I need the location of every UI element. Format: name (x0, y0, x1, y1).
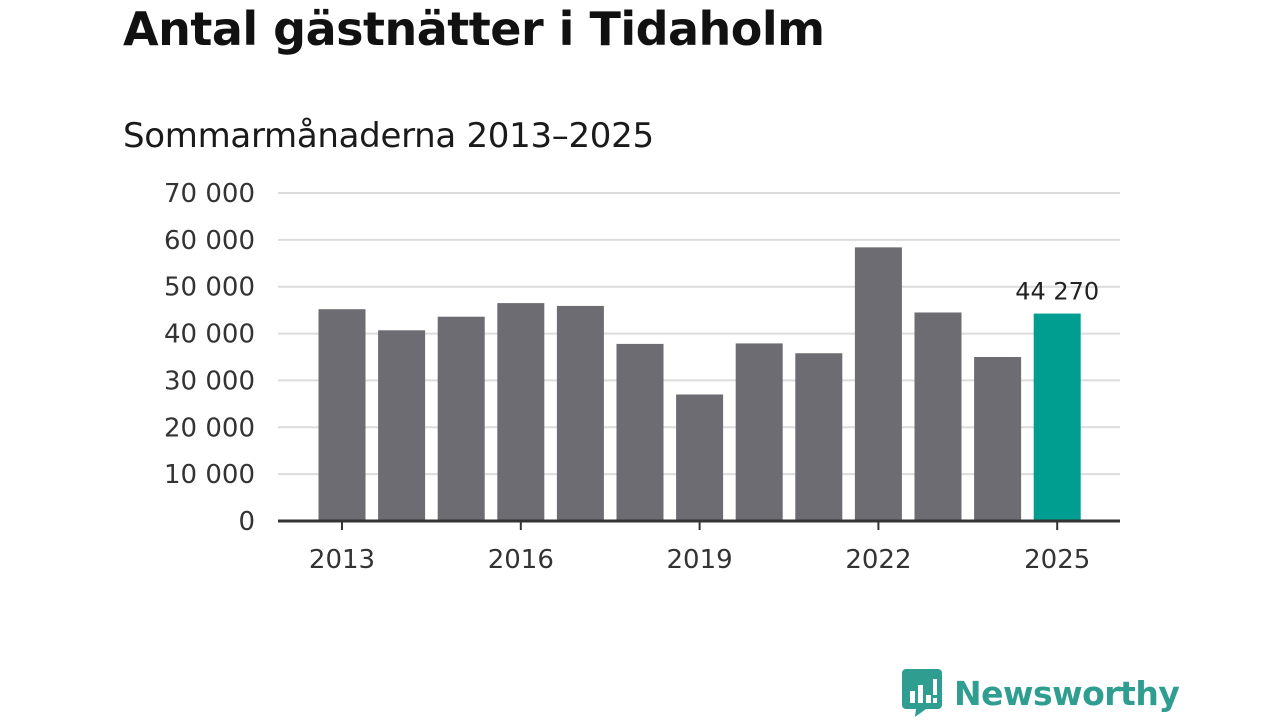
data-label-highlight: 44 270 (1015, 278, 1099, 306)
chart-subtitle: Sommarmånaderna 2013–2025 (123, 116, 654, 156)
bar-2019 (676, 394, 724, 521)
y-tick-label: 50 000 (164, 273, 255, 303)
chart-title: Antal gästnätter i Tidaholm (123, 2, 825, 56)
bar-2018 (616, 343, 664, 521)
y-tick-label: 60 000 (164, 226, 255, 256)
y-tick-label: 20 000 (164, 413, 255, 443)
newsworthy-logo-icon (902, 669, 942, 717)
annotations: 44 270 (1015, 278, 1099, 306)
brand-logo: Newsworthy (902, 669, 1180, 717)
brand-name: Newsworthy (954, 673, 1180, 713)
bar-2017 (556, 305, 604, 521)
bar-2016 (497, 303, 545, 521)
bar-2022 (854, 247, 902, 521)
bar-2020 (735, 343, 783, 521)
bar-2025 (1033, 313, 1081, 521)
x-tick-label: 2013 (309, 545, 375, 575)
x-tick-label: 2022 (845, 545, 911, 575)
bar-2013 (318, 309, 366, 521)
bar-2014 (378, 330, 426, 521)
bar-2021 (795, 353, 843, 521)
x-tick-label: 2016 (488, 545, 554, 575)
x-tick-label: 2025 (1024, 545, 1090, 575)
y-tick-label: 30 000 (164, 366, 255, 396)
y-tick-label: 10 000 (164, 460, 255, 490)
x-tick-label: 2019 (667, 545, 733, 575)
x-axis: 2013 2016 2019 2022 2025 (278, 519, 1120, 575)
bar-2023 (914, 312, 962, 521)
y-tick-label: 40 000 (164, 320, 255, 350)
y-tick-label: 70 000 (164, 179, 255, 209)
y-tick-label: 0 (238, 507, 255, 537)
bar-2024 (974, 357, 1022, 521)
bars (318, 247, 1081, 521)
bar-2015 (437, 316, 485, 521)
y-axis-labels: 0 10 000 20 000 30 000 40 000 50 000 60 000 70 … (164, 179, 255, 537)
